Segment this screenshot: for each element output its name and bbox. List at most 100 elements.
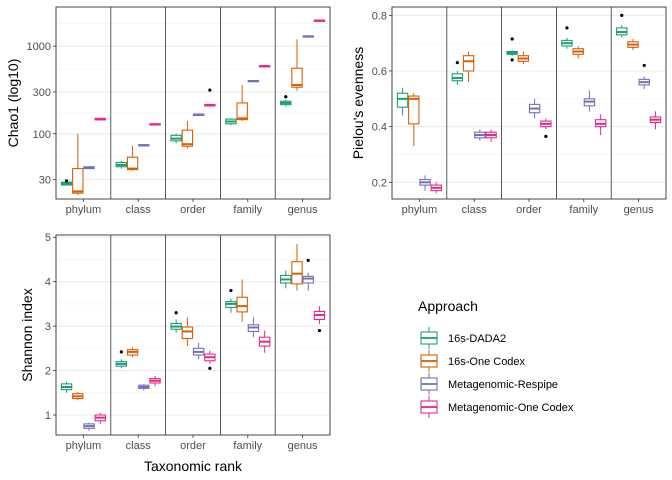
legend-label: 16s-One Codex bbox=[448, 356, 526, 368]
box bbox=[181, 120, 194, 149]
x-tick-label: phylum bbox=[66, 440, 101, 452]
box bbox=[594, 114, 607, 135]
outlier-point bbox=[642, 63, 646, 68]
box bbox=[204, 88, 216, 107]
box bbox=[396, 87, 409, 116]
box bbox=[313, 306, 326, 333]
box bbox=[616, 13, 628, 38]
x-tick-label: class bbox=[462, 204, 488, 216]
box-iqr bbox=[302, 275, 314, 284]
box bbox=[192, 113, 205, 116]
outlier-point bbox=[229, 288, 233, 293]
series-metagenomic-respipe bbox=[83, 258, 314, 431]
box bbox=[649, 111, 662, 130]
legend-label: Metagenomic-Respipe bbox=[448, 379, 558, 391]
x-tick-label: family bbox=[233, 440, 262, 452]
y-tick-label: 0.8 bbox=[372, 10, 387, 22]
box bbox=[540, 118, 552, 138]
series-16s-dada2 bbox=[60, 95, 292, 186]
legend-label: 16s-DADA2 bbox=[448, 333, 506, 345]
x-tick-label: genus bbox=[288, 204, 318, 216]
legend-label: Metagenomic-One Codex bbox=[448, 402, 574, 414]
x-tick-label: order bbox=[180, 440, 206, 452]
y-tick-label: 2 bbox=[45, 366, 51, 378]
box bbox=[280, 270, 292, 289]
box bbox=[126, 347, 139, 358]
y-tick-label: 300 bbox=[33, 87, 51, 99]
x-tick-label: class bbox=[126, 440, 152, 452]
series-16s-dada2 bbox=[60, 270, 292, 393]
plot-background bbox=[392, 7, 666, 199]
x-tick-label: family bbox=[569, 204, 598, 216]
series-16s-one-codex bbox=[72, 39, 303, 195]
box bbox=[115, 160, 128, 169]
legend-item: 16s-One Codex bbox=[420, 350, 526, 372]
box bbox=[506, 37, 518, 62]
x-tick-label: class bbox=[126, 204, 152, 216]
legend-items: 16s-DADA2 16s-One Codex Metagenomic-Respip… bbox=[420, 327, 574, 418]
x-tick-label: family bbox=[233, 204, 262, 216]
box bbox=[280, 95, 292, 107]
box-iqr bbox=[462, 55, 475, 72]
outlier-point bbox=[317, 328, 322, 333]
y-tick-label: 0.6 bbox=[372, 66, 387, 78]
panel-chao1: 30 100 300 1000 phylum class order family genus C… bbox=[5, 6, 331, 216]
outlier-point bbox=[284, 95, 288, 99]
outlier-point bbox=[64, 179, 69, 183]
box bbox=[236, 85, 248, 121]
y-tick-label: 0.4 bbox=[372, 122, 387, 134]
outlier-point bbox=[208, 88, 212, 92]
x-axis-title: Taxonomic rank bbox=[144, 458, 243, 474]
box bbox=[291, 39, 303, 91]
legend-item: Metagenomic-Respipe bbox=[420, 373, 558, 395]
outlier-point bbox=[455, 61, 459, 65]
y-axis-title: Shannon index bbox=[19, 288, 35, 381]
box bbox=[430, 182, 442, 194]
series-16s-one-codex bbox=[408, 39, 639, 147]
x-tick-label: order bbox=[180, 204, 206, 216]
y-tick-label: 0.2 bbox=[372, 177, 387, 189]
box bbox=[247, 80, 260, 83]
legend-title: Approach bbox=[418, 298, 478, 314]
box bbox=[94, 117, 106, 121]
box bbox=[408, 93, 420, 147]
box-iqr bbox=[72, 168, 84, 194]
box bbox=[138, 383, 150, 391]
y-tick-label: 1 bbox=[45, 410, 51, 422]
box-iqr bbox=[181, 129, 194, 147]
legend-item: Metagenomic-One Codex bbox=[420, 396, 574, 418]
box bbox=[138, 144, 150, 147]
box bbox=[638, 63, 650, 90]
panel-pielou: 0.2 0.4 0.6 0.8 phylum class order family genus P… bbox=[350, 6, 667, 216]
x-tick-label: phylum bbox=[66, 204, 101, 216]
series-metagenomic-respipe bbox=[419, 63, 650, 191]
box bbox=[451, 61, 464, 85]
box bbox=[302, 35, 314, 38]
x-tick-label: genus bbox=[288, 440, 318, 452]
y-tick-label: 3 bbox=[45, 321, 51, 333]
box bbox=[313, 19, 326, 22]
box bbox=[485, 129, 497, 142]
box bbox=[474, 129, 486, 141]
box bbox=[204, 350, 216, 370]
box bbox=[462, 51, 475, 83]
outlier-point bbox=[119, 350, 123, 354]
box bbox=[291, 243, 303, 291]
box-iqr bbox=[396, 92, 409, 108]
box bbox=[561, 26, 573, 49]
outlier-point bbox=[208, 366, 212, 370]
box bbox=[627, 39, 639, 51]
outlier-point bbox=[174, 311, 178, 315]
box bbox=[236, 279, 248, 322]
box-iqr bbox=[236, 102, 248, 121]
box bbox=[258, 330, 271, 353]
legend-item: 16s-DADA2 bbox=[420, 327, 506, 349]
outlier-point bbox=[510, 37, 514, 41]
outlier-point bbox=[565, 26, 569, 30]
y-tick-label: 30 bbox=[39, 175, 51, 187]
box-iqr bbox=[408, 95, 420, 125]
panel-border bbox=[55, 234, 331, 436]
series-metagenomic-one-codex bbox=[430, 111, 662, 194]
box bbox=[528, 98, 541, 119]
